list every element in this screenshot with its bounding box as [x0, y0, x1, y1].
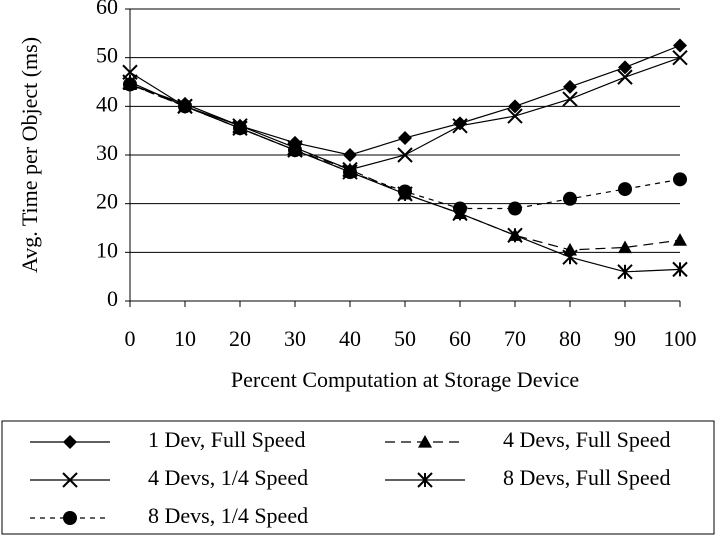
legend-label: 1 Dev, Full Speed	[148, 427, 305, 452]
x-tick-label: 90	[614, 326, 636, 351]
marker	[508, 201, 522, 216]
marker	[398, 184, 412, 199]
marker	[343, 148, 357, 162]
marker	[507, 108, 523, 124]
marker-stroke	[62, 472, 78, 488]
marker	[418, 435, 432, 448]
y-tick-label: 50	[96, 43, 118, 68]
marker	[508, 99, 522, 114]
x-tick-label: 50	[394, 326, 416, 351]
marker	[672, 49, 688, 66]
marker	[507, 227, 523, 244]
y-tick-label: 40	[96, 91, 118, 116]
series-line	[129, 81, 681, 273]
marker-stroke	[507, 108, 523, 124]
x-tick-label: 20	[229, 326, 251, 351]
marker	[618, 182, 632, 197]
marker	[617, 69, 633, 85]
marker	[618, 60, 632, 75]
series-line	[129, 57, 681, 171]
series-line	[129, 83, 681, 210]
marker	[417, 472, 433, 488]
y-tick-label: 30	[96, 140, 118, 165]
y-axis-label: Avg. Time per Object (ms)	[17, 37, 42, 273]
y-tick-label: 10	[96, 237, 118, 262]
legend-label: 4 Devs, 1/4 Speed	[148, 465, 308, 490]
x-tick-label: 60	[449, 326, 471, 351]
x-axis-label: Percent Computation at Storage Device	[231, 367, 579, 392]
marker	[452, 118, 468, 134]
marker	[562, 249, 578, 265]
marker	[63, 511, 77, 525]
marker	[453, 116, 467, 131]
legend-label: 8 Devs, Full Speed	[503, 465, 670, 490]
marker	[617, 264, 633, 280]
marker	[123, 77, 137, 92]
marker	[673, 233, 687, 246]
y-tick-label: 60	[96, 0, 118, 19]
x-tick-label: 40	[339, 326, 361, 351]
marker	[673, 38, 687, 53]
marker	[562, 91, 578, 107]
marker	[563, 191, 577, 206]
legend-box	[1, 420, 715, 535]
x-tick-label: 10	[174, 326, 196, 351]
marker	[397, 147, 413, 163]
marker	[618, 240, 632, 254]
marker	[178, 99, 192, 114]
y-tick-label: 20	[96, 189, 118, 214]
x-tick-label: 30	[284, 326, 306, 351]
marker	[233, 121, 247, 136]
y-tick-label: 0	[107, 286, 118, 311]
legend-label: 4 Devs, Full Speed	[503, 427, 670, 452]
marker	[62, 472, 78, 488]
marker	[672, 261, 688, 278]
marker	[288, 143, 302, 158]
marker-stroke	[452, 118, 468, 134]
marker-stroke	[562, 91, 578, 107]
marker-stroke	[397, 147, 413, 163]
marker	[398, 130, 412, 145]
marker	[673, 172, 687, 187]
x-tick-label: 70	[504, 326, 526, 351]
marker	[343, 165, 357, 180]
marker-stroke	[617, 69, 633, 85]
marker-stroke	[672, 49, 688, 66]
x-tick-label: 100	[664, 326, 697, 351]
marker	[563, 79, 577, 94]
x-tick-label: 0	[125, 326, 136, 351]
marker	[63, 435, 77, 449]
marker	[453, 201, 467, 216]
x-tick-label: 80	[559, 326, 581, 351]
legend-label: 8 Devs, 1/4 Speed	[148, 503, 308, 528]
series-line	[129, 83, 681, 251]
